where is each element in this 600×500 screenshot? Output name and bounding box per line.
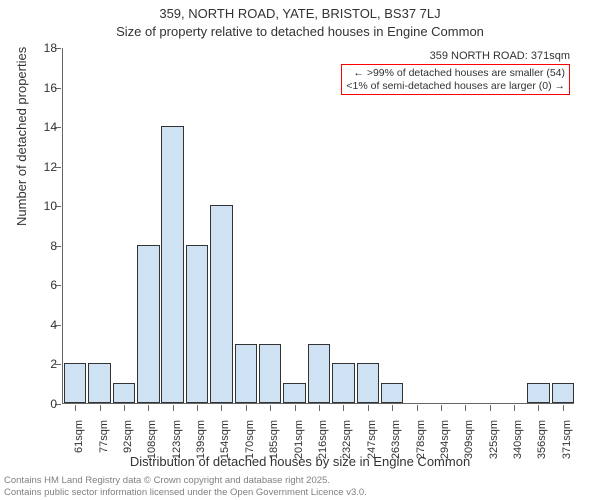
x-tick — [514, 405, 515, 411]
y-tick-label: 6 — [29, 278, 57, 292]
x-tick — [490, 405, 491, 411]
annotation-line1: ← >99% of detached houses are smaller (5… — [346, 67, 565, 80]
x-tick — [319, 405, 320, 411]
plot-area: 02468101214161861sqm77sqm92sqm108sqm123s… — [62, 48, 574, 404]
x-tick — [124, 405, 125, 411]
x-tick — [148, 405, 149, 411]
bar — [235, 344, 257, 403]
y-tick-label: 14 — [29, 120, 57, 134]
bar — [259, 344, 281, 403]
x-axis-title: Distribution of detached houses by size … — [0, 454, 600, 469]
y-tick-label: 10 — [29, 199, 57, 213]
x-tick — [221, 405, 222, 411]
x-tick — [197, 405, 198, 411]
y-tick-label: 12 — [29, 160, 57, 174]
bar — [186, 245, 208, 403]
y-tick-label: 8 — [29, 239, 57, 253]
bar — [332, 363, 354, 403]
bar — [113, 383, 135, 403]
bar — [137, 245, 159, 403]
annotation-line2: <1% of semi-detached houses are larger (… — [346, 80, 565, 93]
x-tick — [100, 405, 101, 411]
bar — [308, 344, 330, 403]
bar — [381, 383, 403, 403]
bar — [552, 383, 574, 403]
bar — [64, 363, 86, 403]
x-tick — [295, 405, 296, 411]
annotation-box: ← >99% of detached houses are smaller (5… — [341, 64, 570, 95]
footer-line2: Contains public sector information licen… — [4, 487, 367, 498]
chart-title-line2: Size of property relative to detached ho… — [0, 24, 600, 39]
x-tick — [417, 405, 418, 411]
y-axis-title: Number of detached properties — [14, 47, 29, 226]
annotation-title: 359 NORTH ROAD: 371sqm — [430, 50, 570, 62]
x-tick — [465, 405, 466, 411]
chart-area: 02468101214161861sqm77sqm92sqm108sqm123s… — [62, 48, 574, 404]
bar — [88, 363, 110, 403]
x-tick — [392, 405, 393, 411]
footer: Contains HM Land Registry data © Crown c… — [4, 475, 367, 498]
x-tick — [75, 405, 76, 411]
y-tick-label: 4 — [29, 318, 57, 332]
x-tick — [343, 405, 344, 411]
y-tick-label: 0 — [29, 397, 57, 411]
x-tick — [538, 405, 539, 411]
x-tick — [173, 405, 174, 411]
bar — [283, 383, 305, 403]
y-tick-label: 16 — [29, 81, 57, 95]
x-tick — [270, 405, 271, 411]
x-tick — [368, 405, 369, 411]
bar — [357, 363, 379, 403]
footer-line1: Contains HM Land Registry data © Crown c… — [4, 475, 367, 486]
y-tick-label: 18 — [29, 41, 57, 55]
bar — [527, 383, 549, 403]
chart-title-line1: 359, NORTH ROAD, YATE, BRISTOL, BS37 7LJ — [0, 6, 600, 21]
x-tick — [441, 405, 442, 411]
y-tick-label: 2 — [29, 357, 57, 371]
x-tick — [246, 405, 247, 411]
bar — [161, 126, 183, 403]
x-tick — [563, 405, 564, 411]
bar — [210, 205, 232, 403]
